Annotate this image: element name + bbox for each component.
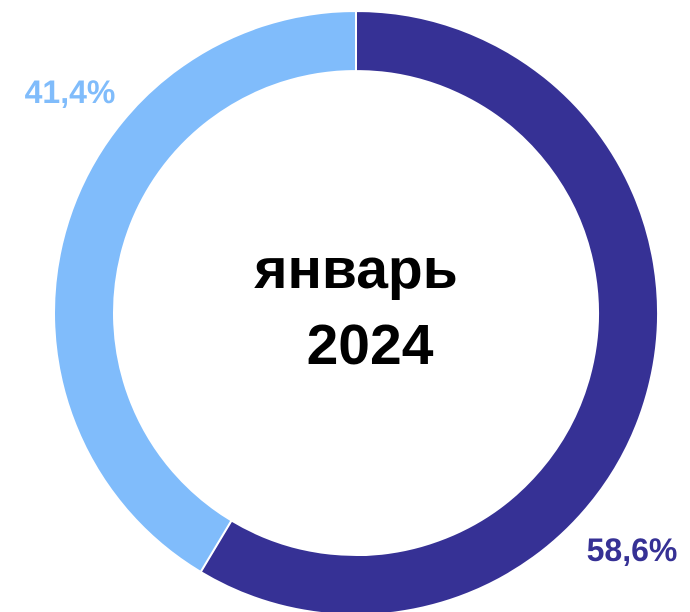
donut-slices [53, 9, 659, 612]
donut-slice-1 [199, 9, 659, 612]
data-labels: 58,6% 41,4% [25, 74, 678, 568]
data-label-2: 41,4% [25, 74, 116, 110]
center-label-year: 2024 [307, 313, 434, 377]
center-label-month: январь [253, 237, 458, 301]
donut-slice-2 [53, 9, 357, 574]
data-label-1: 58,6% [587, 532, 678, 568]
